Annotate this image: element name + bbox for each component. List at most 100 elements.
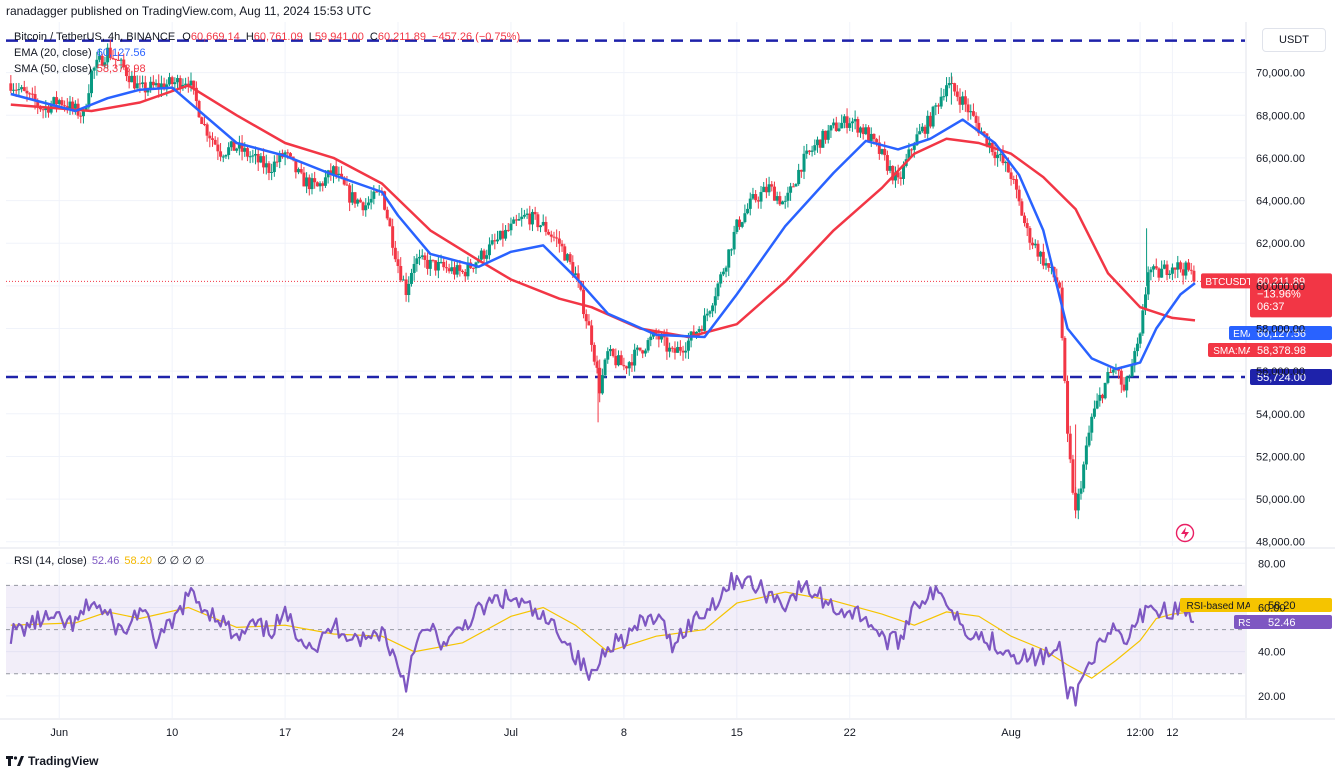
candle-body — [141, 82, 145, 84]
tick-labels: 48,000.00 50,000.00 52,000.00 54,000.00 56,0… — [50, 68, 1305, 739]
candle-body — [361, 202, 365, 211]
symbol-badge-text: BTCUSDT — [1205, 277, 1252, 288]
candle-body — [907, 149, 911, 160]
candle-body — [436, 262, 440, 271]
candle-body — [466, 262, 470, 277]
candle-body — [568, 254, 572, 263]
candle-body — [635, 347, 639, 350]
candle-body — [310, 178, 314, 190]
candle-body — [1103, 382, 1107, 399]
candle-body — [530, 211, 534, 225]
candle-body — [345, 184, 349, 186]
candle-body — [1020, 201, 1024, 216]
candle-body — [267, 163, 271, 173]
candle-body — [719, 274, 723, 284]
ema-line — [10, 86, 1196, 371]
currency-button[interactable]: USDT — [1262, 28, 1326, 52]
candle-body — [880, 149, 884, 154]
candle-body — [504, 229, 508, 239]
candle-body — [842, 116, 846, 123]
candle-body — [1090, 416, 1094, 433]
candle-body — [834, 122, 838, 132]
candle-body — [555, 237, 559, 239]
candle-body — [883, 149, 887, 156]
candle-body — [826, 130, 830, 140]
candle-body — [977, 122, 981, 134]
candle-body — [920, 126, 924, 132]
candle-body — [630, 362, 634, 366]
candle-body — [340, 173, 344, 178]
candle-body — [114, 58, 118, 61]
legend-sma-value: 58,378.98 — [96, 63, 146, 75]
candle-body — [71, 101, 75, 109]
candle-body — [1028, 228, 1032, 243]
rsi-line — [9, 571, 1195, 707]
candle-body — [654, 331, 658, 335]
candle-body — [641, 350, 645, 354]
candle-body — [307, 177, 311, 190]
candle-body — [928, 115, 932, 127]
candle-body — [176, 78, 180, 83]
candle-body — [130, 75, 134, 83]
candle-body — [98, 55, 102, 60]
sma-badge — [1250, 343, 1332, 357]
candle-body — [893, 172, 897, 181]
candle-body — [275, 161, 279, 163]
legend-open: 60,669.14 — [190, 31, 240, 43]
candle-body — [727, 249, 731, 268]
legend-ema[interactable]: EMA (20, close) 60,127.56 — [14, 47, 146, 59]
candle-body — [1014, 179, 1018, 190]
candle-body — [52, 97, 56, 105]
level-badge-text: 55,724.00 — [1257, 372, 1306, 384]
candle-body — [348, 185, 352, 203]
candle-body — [872, 133, 876, 140]
candle-body — [1141, 310, 1145, 334]
legend-change: −457.26 (−0.75%) — [432, 31, 521, 43]
candle-body — [116, 60, 120, 62]
candle-body — [498, 230, 502, 240]
candle-body — [1106, 372, 1110, 383]
legend-rsi-value: 52.46 — [91, 555, 120, 567]
candle-body — [487, 244, 491, 256]
candle-body — [1154, 266, 1158, 269]
candle-body — [619, 355, 623, 366]
candle-body — [966, 104, 970, 113]
candle-body — [1138, 333, 1142, 344]
candle-body — [673, 348, 677, 353]
price-tick-label: 50,000.00 — [1256, 494, 1305, 506]
candle-body — [512, 219, 516, 224]
candle-body — [877, 142, 881, 154]
candle-body — [1149, 269, 1153, 273]
candle-body — [684, 350, 688, 353]
tradingview-logo[interactable]: TradingView — [6, 754, 98, 768]
legend-ema-value: 60,127.56 — [96, 47, 146, 59]
candle-body — [366, 202, 370, 206]
candle-body — [735, 219, 739, 232]
price-tick-label: 48,000.00 — [1256, 537, 1305, 549]
candle-body — [912, 145, 916, 150]
legend-rsi[interactable]: RSI (14, close) 52.46 58.20 ∅ ∅ ∅ ∅ — [14, 554, 205, 567]
time-tick-label: 8 — [621, 727, 627, 739]
candle-body — [600, 375, 604, 394]
candle-body — [409, 272, 413, 284]
candle-body — [385, 209, 389, 219]
candle-body — [87, 93, 91, 108]
candle-body — [762, 186, 766, 193]
candle-body — [850, 121, 854, 124]
candle-body — [759, 192, 763, 202]
candle-body — [598, 367, 602, 394]
sma-line — [10, 84, 1196, 339]
candle-body — [738, 219, 742, 227]
legend-sma[interactable]: SMA (50, close) 58,378.98 — [14, 63, 146, 75]
rsi-tick-label: 40.00 — [1258, 647, 1286, 659]
candle-body — [213, 139, 217, 145]
candle-body — [173, 82, 177, 85]
candle-body — [493, 240, 497, 242]
candle-body — [676, 346, 680, 353]
candle-body — [791, 186, 795, 188]
legend-symbol[interactable]: Bitcoin / TetherUS, 4h, BINANCE — [14, 31, 176, 43]
candle-body — [910, 149, 914, 151]
candle-body — [810, 150, 814, 152]
candle-body — [1025, 223, 1029, 229]
